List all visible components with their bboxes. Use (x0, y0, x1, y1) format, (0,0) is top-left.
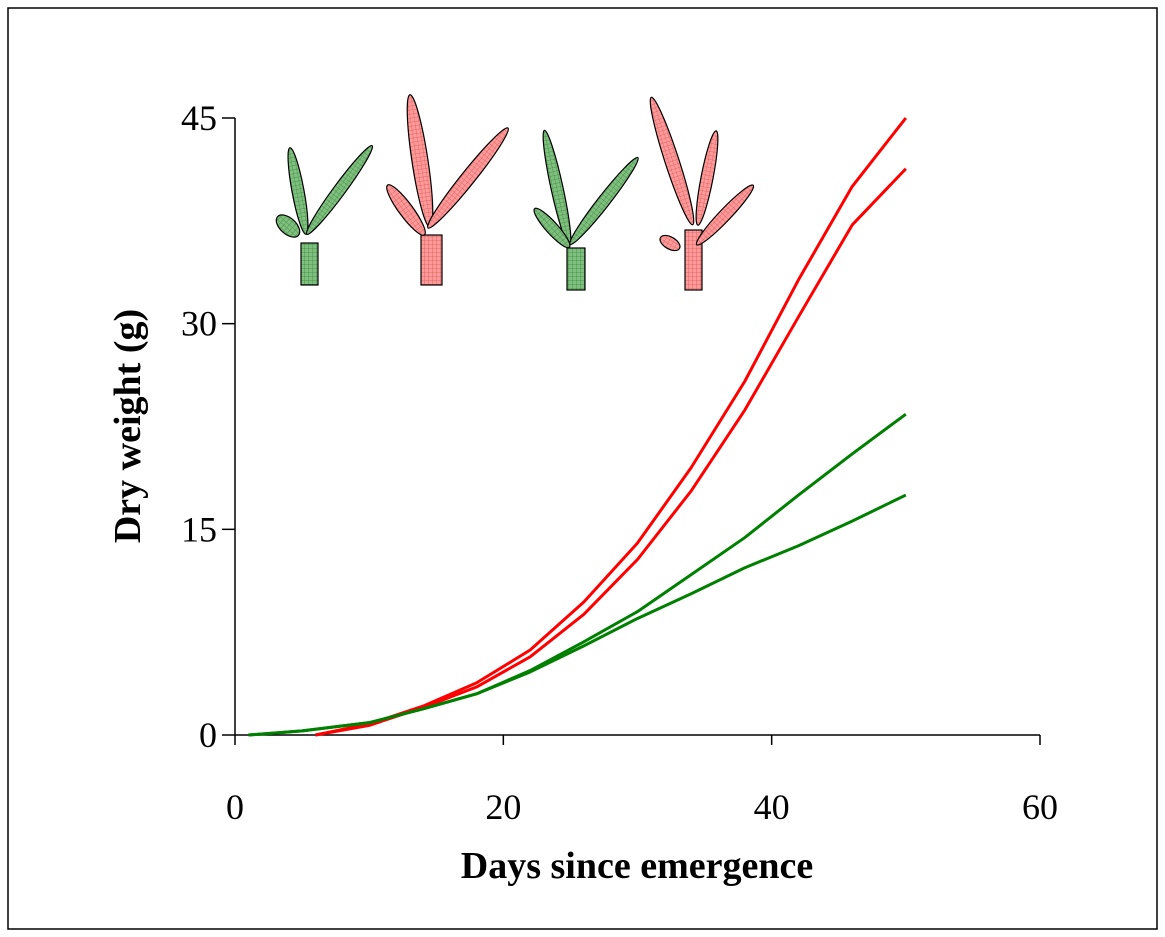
y-tick-label: 30 (181, 304, 217, 344)
y-tick-label: 15 (181, 509, 217, 549)
series-line (248, 412, 907, 737)
series-line (315, 167, 907, 737)
x-tick-label: 20 (485, 787, 521, 827)
y-tick-label: 45 (181, 98, 217, 138)
x-axis-label: Days since emergence (461, 845, 813, 887)
plant-icons (275, 94, 755, 291)
series-line (248, 493, 907, 737)
x-tick-label: 0 (226, 787, 244, 827)
y-tick-label: 0 (199, 715, 217, 755)
x-tick-label: 40 (754, 787, 790, 827)
y-axis-label: Dry weight (g) (107, 309, 149, 543)
frame (7, 7, 1158, 930)
x-tick-label: 60 (1022, 787, 1058, 827)
